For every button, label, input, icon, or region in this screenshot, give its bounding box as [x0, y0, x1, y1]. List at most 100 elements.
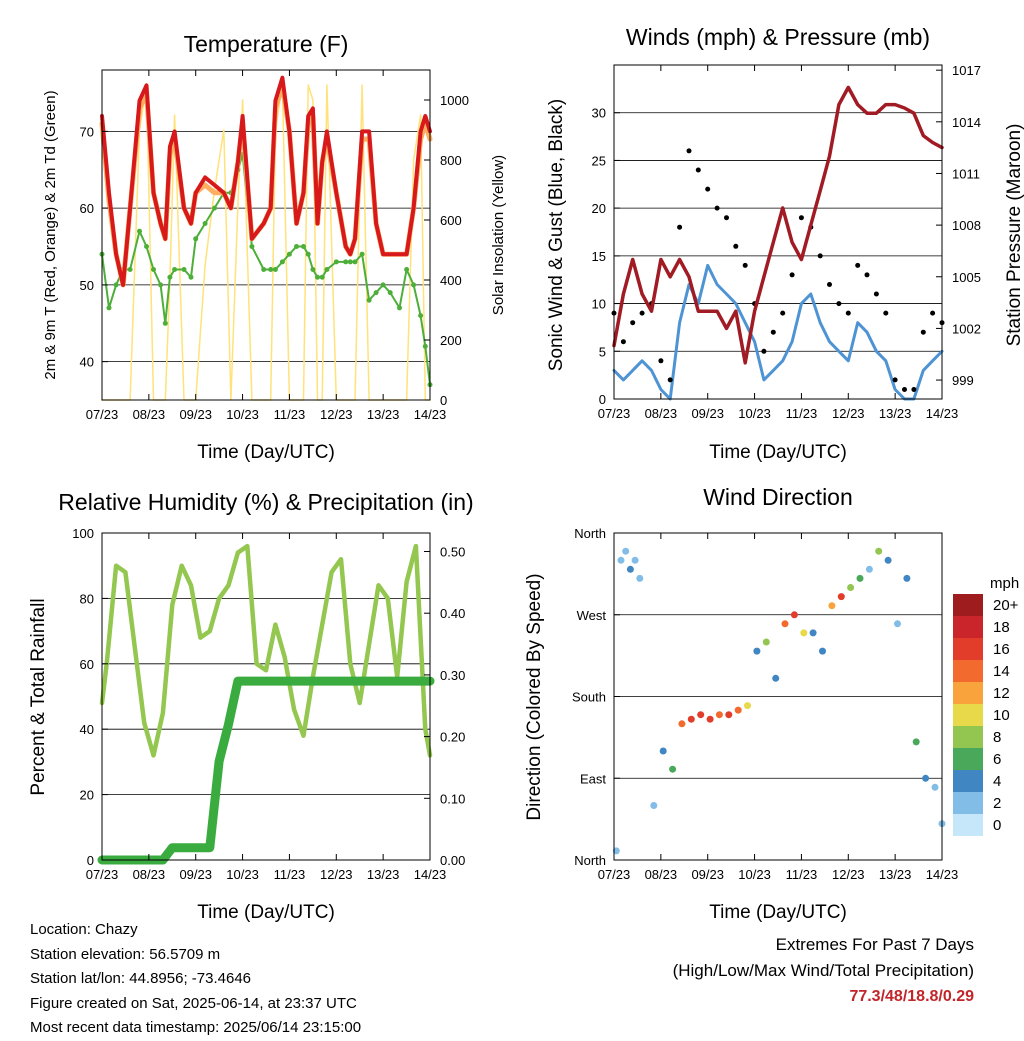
latlon-text: Station lat/lon: 44.8956; -73.4646 [30, 970, 252, 987]
y-tick-label: 40 [80, 722, 94, 737]
direction-point [875, 547, 883, 555]
x-tick-label: 09/23 [179, 867, 212, 882]
wind-direction-panel: Wind Direction NorthEastSouthWestNorth07… [524, 484, 1019, 923]
direction-point [659, 747, 667, 755]
direction-point [631, 556, 639, 564]
y-tick-label: 15 [592, 249, 606, 264]
direction-point [865, 565, 873, 573]
x-tick-label: 09/23 [691, 406, 724, 421]
y-tick-label: 50 [80, 278, 94, 293]
y-tick-label: North [574, 526, 606, 541]
y-tick-label: 70 [80, 124, 94, 139]
dewpoint-point [418, 313, 424, 319]
dewpoint-point [343, 259, 349, 265]
gust-point [864, 272, 870, 278]
temperature-series [99, 75, 433, 401]
direction-point [884, 556, 892, 564]
speed-legend-swatch [953, 594, 983, 616]
gust-point [705, 186, 711, 192]
speed-legend-label: 20+ [993, 597, 1019, 614]
dewpoint-point [162, 320, 168, 326]
gust-point [630, 320, 636, 326]
dewpoint-point [319, 274, 325, 280]
y-tick-label: 20 [80, 788, 94, 803]
extremes-line2: (High/Low/Max Wind/Total Precipitation) [672, 961, 974, 980]
dewpoint-point [352, 259, 358, 265]
gust-point [724, 215, 729, 221]
direction-point [622, 547, 630, 555]
y2-tick-label: 0 [440, 393, 447, 408]
temp-2m-line [100, 75, 432, 287]
direction-point [725, 711, 733, 719]
y2-tick-label: 600 [440, 213, 462, 228]
speed-legend-label: 4 [993, 773, 1001, 790]
dewpoint-point [144, 244, 149, 249]
temperature-panel: Temperature (F) 40 50 60 70 0 200 400 600 800 100… [42, 31, 507, 463]
dewpoint-point [286, 251, 292, 257]
gust-point [883, 310, 889, 316]
dewpoint-point [106, 305, 112, 311]
dewpoint-point [324, 267, 330, 272]
gust-point [902, 387, 907, 392]
humidity-line [99, 543, 433, 758]
pressure-line [612, 85, 944, 365]
dewpoint-point [167, 274, 173, 280]
y-tick-label: West [577, 608, 607, 623]
x-tick-label: 10/23 [738, 867, 771, 882]
direction-point [678, 720, 686, 728]
dewpoint-point [315, 274, 320, 280]
y-tick-label: 25 [592, 153, 606, 168]
gust-point [798, 215, 804, 221]
wind-direction-x-label: Time (Day/UTC) [709, 902, 847, 923]
humidity-panel: Relative Humidity (%) & Precipitation (i… [28, 489, 474, 923]
speed-legend-label: 14 [993, 663, 1010, 680]
gust-point [677, 224, 683, 230]
x-tick-label: 11/23 [274, 867, 306, 882]
x-tick-label: 12/23 [832, 406, 865, 421]
dewpoint-point [181, 267, 187, 272]
temperature-axes: 40 50 60 70 0 200 400 600 800 1000 07/23 08/23 09/23… [80, 70, 469, 422]
dewpoint-point [347, 259, 353, 265]
x-tick-label: 09/23 [691, 867, 724, 882]
dewpoint-point [151, 267, 156, 272]
x-tick-label: 13/23 [879, 867, 912, 882]
y-tick-label: 20 [592, 201, 606, 216]
direction-point [894, 620, 901, 628]
temperature-x-label: Time (Day/UTC) [197, 442, 335, 463]
dewpoint-point [113, 282, 119, 288]
dewpoint-point [404, 267, 410, 272]
dewpoint-point [373, 290, 379, 296]
dewpoint-point [397, 305, 402, 311]
x-tick-label: 13/23 [879, 406, 912, 421]
winds-panel: Winds (mph) & Pressure (mb) 0 5 10 15 20 25 30… [546, 24, 1024, 463]
direction-point [837, 593, 845, 601]
direction-point [697, 711, 705, 719]
direction-point [772, 674, 780, 682]
x-tick-label: 07/23 [598, 867, 631, 882]
precipitation-line [97, 676, 435, 865]
y2-tick-label: 0.40 [440, 606, 465, 621]
y2-tick-label: 1017 [952, 63, 981, 78]
x-tick-label: 14/23 [926, 867, 959, 882]
speed-legend-label: 18 [993, 619, 1010, 636]
direction-point [809, 629, 817, 637]
x-tick-label: 13/23 [367, 407, 400, 422]
speed-legend-swatch [953, 660, 983, 682]
speed-legend-label: 12 [993, 685, 1010, 702]
direction-point [903, 574, 911, 582]
direction-point [931, 783, 939, 791]
direction-point [636, 574, 644, 582]
dewpoint-point [279, 259, 285, 265]
speed-legend-label: 6 [993, 751, 1001, 768]
x-tick-label: 07/23 [86, 867, 119, 882]
gust-point [658, 358, 664, 364]
y2-tick-label: 400 [440, 273, 462, 288]
direction-point [734, 706, 742, 714]
wind-direction-series [612, 547, 946, 855]
gust-point [892, 377, 898, 383]
direction-point [856, 574, 864, 582]
x-tick-label: 08/23 [645, 406, 678, 421]
direction-point [687, 715, 695, 723]
y-tick-label: 60 [80, 657, 94, 672]
